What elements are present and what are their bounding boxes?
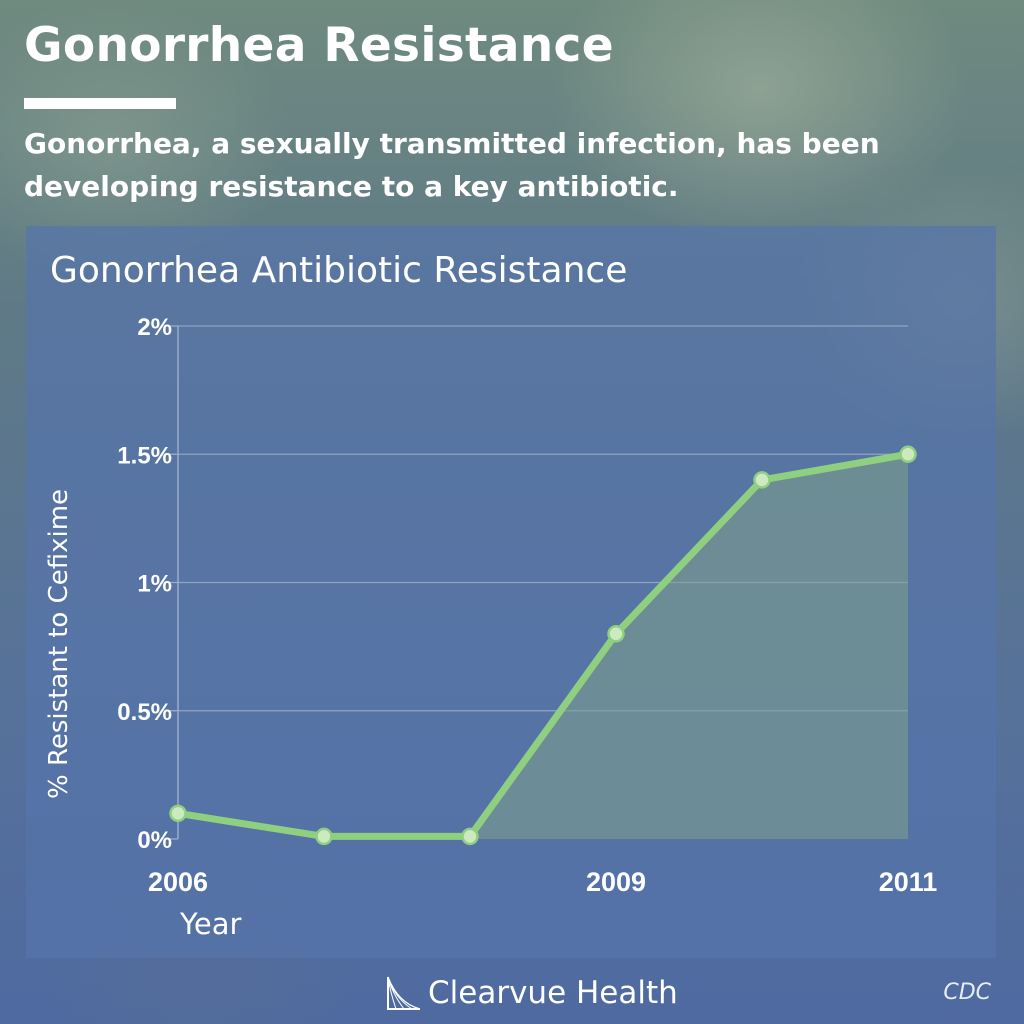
y-tick-label: 0.5% — [117, 699, 172, 726]
data-point — [461, 827, 479, 846]
y-tick-label: 2% — [137, 314, 172, 341]
brand-name: Clearvue Health — [428, 975, 678, 1011]
data-line — [174, 450, 912, 840]
page-subtitle: Gonorrhea, a sexually transmitted infect… — [24, 122, 984, 208]
source-credit: CDC — [943, 980, 991, 1005]
page-title: Gonorrhea Resistance — [24, 18, 614, 73]
subtitle-line: developing resistance to a key antibioti… — [24, 170, 679, 203]
data-point — [315, 827, 333, 846]
chart-panel: Gonorrhea Antibiotic Resistance 0% 0.5% 1%… — [26, 226, 996, 958]
area-fill — [470, 454, 908, 839]
brand-logo: Clearvue Health — [384, 968, 678, 1018]
data-markers — [169, 445, 917, 846]
data-point — [607, 625, 625, 643]
series-line — [174, 450, 912, 840]
x-axis-label: Year — [179, 907, 241, 941]
axes — [168, 325, 179, 840]
x-tick-label: 2009 — [586, 867, 646, 897]
title-underline — [24, 98, 176, 109]
data-point — [753, 471, 771, 489]
line-chart: Gonorrhea Antibiotic Resistance 0% 0.5% 1%… — [44, 250, 937, 941]
x-tick-label: 2006 — [148, 867, 208, 897]
y-tick-label: 1% — [137, 571, 172, 598]
y-axis-label: % Resistant to Cefixime — [44, 489, 74, 799]
chart-title: Gonorrhea Antibiotic Resistance — [50, 250, 627, 291]
clearvue-logo-icon — [387, 976, 421, 1010]
y-tick-label: 0% — [137, 827, 172, 854]
tick-labels: 0% 0.5% 1% 1.5% 2% 2006 2009 2011 — [117, 314, 937, 897]
y-tick-label: 1.5% — [117, 442, 172, 469]
data-point — [169, 804, 187, 823]
x-tick-label: 2011 — [879, 867, 938, 897]
area-under-curve — [470, 454, 908, 839]
data-point — [899, 445, 917, 463]
subtitle-line: Gonorrhea, a sexually transmitted infect… — [24, 127, 880, 160]
